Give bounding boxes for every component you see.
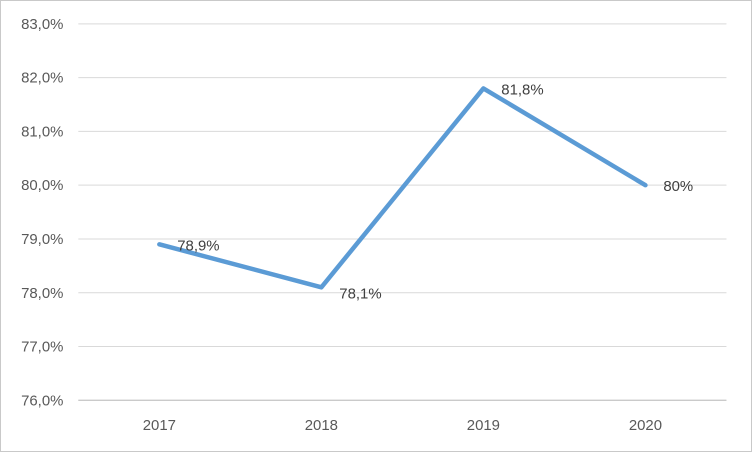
y-tick-label: 78,0% — [21, 285, 63, 302]
y-tick-label: 80,0% — [21, 177, 63, 194]
x-axis-label: 2018 — [305, 417, 338, 434]
y-tick-label: 83,0% — [21, 16, 63, 33]
series-line — [157, 86, 648, 290]
data-label: 80% — [663, 178, 693, 195]
x-axis-label: 2020 — [629, 417, 662, 434]
y-tick-label: 77,0% — [21, 339, 63, 356]
data-label: 81,8% — [501, 81, 543, 98]
y-tick-label: 79,0% — [21, 231, 63, 248]
data-label: 78,9% — [177, 237, 219, 254]
x-axis-label: 2019 — [467, 417, 500, 434]
data-label: 78,1% — [339, 285, 381, 302]
y-tick-label: 81,0% — [21, 123, 63, 140]
x-axis-label: 2017 — [143, 417, 176, 434]
y-tick-label: 76,0% — [21, 392, 63, 409]
y-tick-label: 82,0% — [21, 70, 63, 87]
